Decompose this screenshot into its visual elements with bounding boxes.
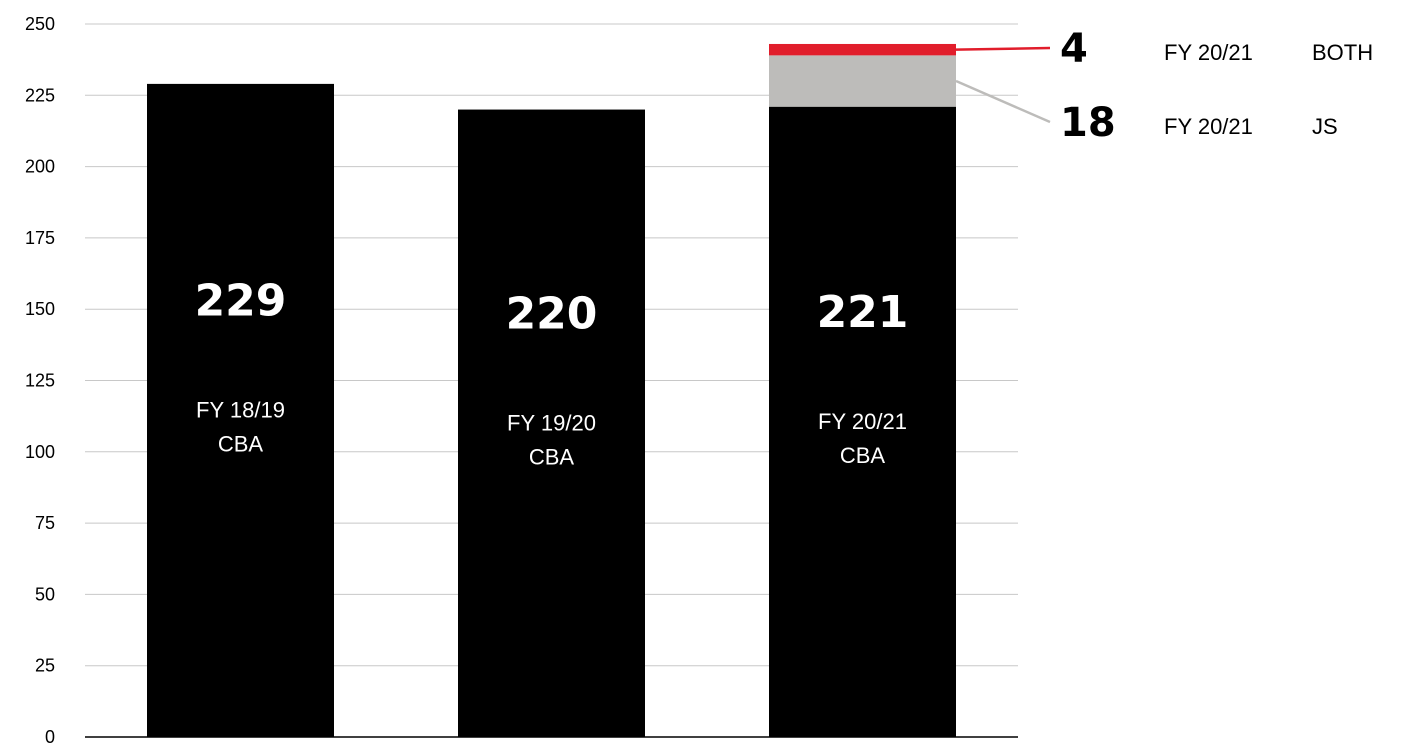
annotation-label-type: JS — [1312, 114, 1338, 139]
category-label: CBA — [218, 431, 264, 456]
annotation-label-type: BOTH — [1312, 40, 1373, 65]
bar-value-label: 221 — [817, 287, 909, 338]
annotation-label: FY 20/21 — [1164, 114, 1253, 139]
y-tick-label: 150 — [25, 299, 55, 319]
y-tick-label: 225 — [25, 85, 55, 105]
y-tick-label: 0 — [45, 727, 55, 744]
category-label: FY 19/20 — [507, 410, 596, 435]
bar-segment-both — [769, 43, 956, 56]
y-tick-label: 25 — [35, 656, 55, 676]
bars — [147, 43, 956, 738]
annotation-leader-line — [955, 79, 1051, 124]
bar-segment-cba — [458, 109, 645, 737]
bar-segment-js — [769, 55, 956, 107]
category-label: CBA — [840, 443, 886, 468]
bar-value-label: 220 — [506, 288, 598, 339]
annotation-value: 18 — [1060, 100, 1116, 146]
bar-labels: 229 FY 18/19 CBA 220 FY 19/20 CBA 221 FY 20/21 C… — [195, 275, 909, 469]
y-tick-label: 100 — [25, 442, 55, 462]
annotations: 4 FY 20/21 BOTH 18 FY 20/21 JS — [955, 26, 1373, 146]
y-axis-ticks: 0 25 50 75 100 125 150 175 200 225 250 — [25, 14, 55, 744]
category-label: CBA — [529, 444, 575, 469]
y-tick-label: 200 — [25, 157, 55, 177]
y-tick-label: 250 — [25, 14, 55, 34]
annotation-label: FY 20/21 — [1164, 40, 1253, 65]
bar-segment-cba — [769, 106, 956, 737]
category-label: FY 18/19 — [196, 397, 285, 422]
bar-value-label: 229 — [195, 275, 287, 326]
y-tick-label: 125 — [25, 371, 55, 391]
y-tick-label: 175 — [25, 228, 55, 248]
bar-segment-cba — [147, 83, 334, 738]
y-tick-label: 50 — [35, 584, 55, 604]
y-tick-label: 75 — [35, 513, 55, 533]
category-label: FY 20/21 — [818, 409, 907, 434]
annotation-leader-line — [955, 46, 1051, 51]
annotation-value: 4 — [1060, 26, 1088, 72]
